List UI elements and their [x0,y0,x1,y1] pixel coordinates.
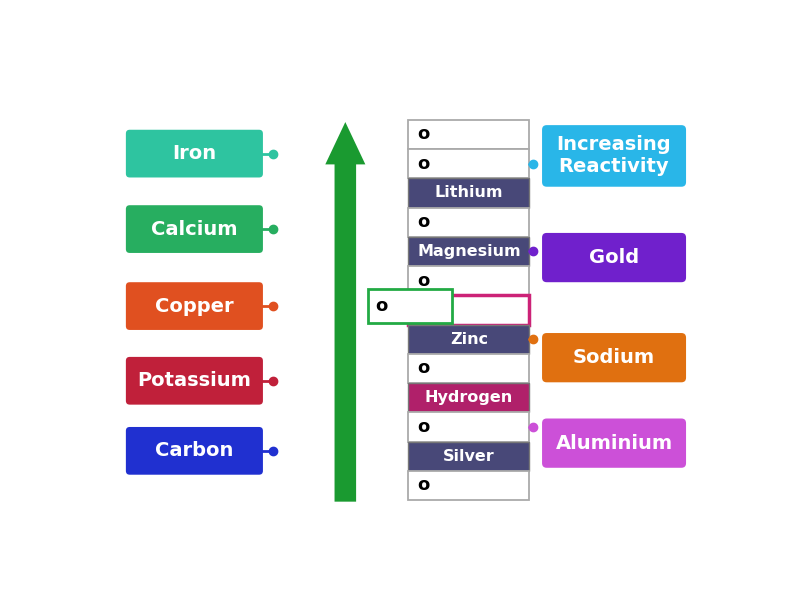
Text: Gold: Gold [589,248,639,267]
Text: o: o [418,476,430,494]
Bar [409,412,530,442]
Bar [409,237,530,266]
Text: o: o [418,418,430,436]
FancyBboxPatch shape [126,282,263,330]
Text: Hydrogen: Hydrogen [425,390,513,405]
Text: o: o [418,301,430,319]
Text: Calcium: Calcium [151,220,238,239]
FancyBboxPatch shape [542,419,686,468]
Bar [409,266,530,295]
Bar [409,354,530,383]
Bar [409,442,530,471]
Bar [409,149,530,178]
FancyBboxPatch shape [542,233,686,282]
Bar [368,289,452,323]
Bar [409,325,530,354]
FancyBboxPatch shape [126,427,263,475]
Text: o: o [418,359,430,377]
Bar [409,208,530,237]
Text: o: o [375,297,388,315]
Text: Lithium: Lithium [434,185,503,200]
Text: Increasing
Reactivity: Increasing Reactivity [557,136,671,176]
FancyBboxPatch shape [542,333,686,382]
Text: Potassium: Potassium [138,371,251,390]
Bar [409,471,530,500]
Bar [409,295,530,325]
Bar [409,120,530,149]
Text: o: o [418,155,430,173]
Bar [409,383,530,412]
Text: Magnesium: Magnesium [417,244,521,259]
Text: Carbon: Carbon [155,442,234,460]
Text: o: o [418,125,430,143]
Text: o: o [418,213,430,231]
Bar [409,178,530,208]
Text: Sodium: Sodium [573,348,655,367]
Text: Aluminium: Aluminium [555,434,673,452]
Text: Iron: Iron [172,144,217,163]
FancyBboxPatch shape [542,125,686,187]
Text: o: o [418,272,430,290]
Text: Zinc: Zinc [450,332,488,347]
FancyBboxPatch shape [126,205,263,253]
Polygon shape [326,122,366,502]
FancyBboxPatch shape [126,130,263,178]
FancyBboxPatch shape [126,357,263,404]
Text: Copper: Copper [155,296,234,316]
Text: Silver: Silver [443,449,494,464]
